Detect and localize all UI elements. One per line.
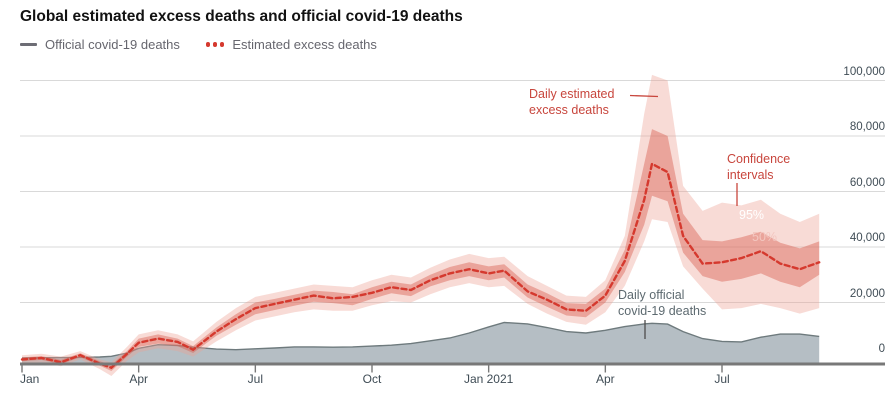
x-axis-label: Apr: [129, 372, 148, 386]
x-axis-label: Jan: [20, 372, 40, 386]
excess-deaths-line: [20, 161, 821, 370]
annotation-daily-official-deaths: Daily official covid-19 deaths: [618, 288, 707, 318]
y-axis-label: 0: [878, 343, 885, 355]
official-deaths-edge: [21, 321, 820, 359]
gray-dash-icon: [20, 42, 37, 47]
y-axis-label: 40,000: [849, 232, 885, 244]
x-axis-label: Jul: [714, 372, 730, 386]
chart-title: Global estimated excess deaths and offic…: [20, 8, 463, 25]
ci95-band: [22, 74, 820, 377]
annotation-ci95-label: 95%: [739, 208, 765, 222]
y-axis-label: 20,000: [849, 287, 885, 300]
legend-item-official: Official covid-19 deaths: [20, 37, 180, 52]
x-axis-label: Oct: [362, 372, 382, 386]
x-axis-label: Jan 2021: [463, 372, 514, 386]
excess-callout-line: [629, 94, 659, 98]
y-axis-label: 60,000: [849, 176, 885, 189]
annotation-ci50-label: 50%: [752, 230, 778, 244]
legend-item-excess: Estimated excess deaths: [205, 37, 377, 52]
x-axis-label: Apr: [595, 372, 615, 386]
annotation-daily-estimated-excess-deaths: Daily estimated excess deaths: [529, 87, 615, 117]
red-dots-icon: [205, 42, 225, 47]
legend-label-excess: Estimated excess deaths: [232, 37, 377, 52]
annotation-confidence-intervals: Confidence intervals: [727, 152, 791, 182]
official-deaths-area: [22, 322, 820, 364]
legend-label-official: Official covid-19 deaths: [45, 37, 180, 52]
legend: Official covid-19 deaths Estimated exces…: [20, 37, 377, 52]
y-axis-label: 100,000: [843, 65, 885, 78]
x-axis-label: Jul: [247, 372, 263, 386]
y-axis-label: 80,000: [849, 121, 885, 133]
